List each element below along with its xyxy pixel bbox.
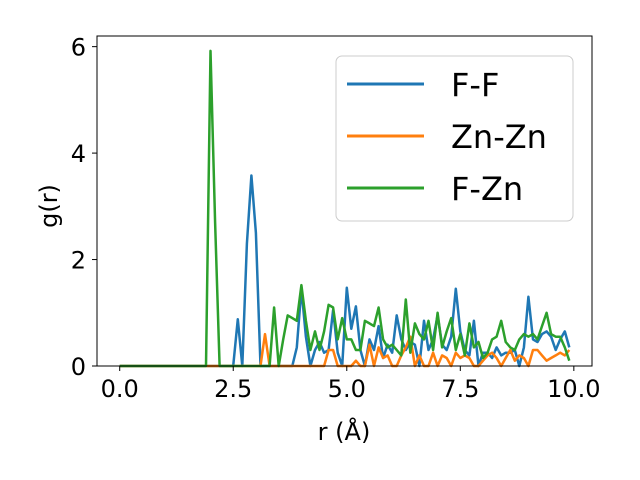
x-tick-label: 2.5 (214, 375, 252, 403)
y-tick-label: 6 (71, 34, 86, 62)
x-tick-label: 10.0 (547, 375, 600, 403)
x-tick-label: 0.0 (101, 375, 139, 403)
legend: F-F Zn-Zn F-Zn (335, 55, 574, 222)
y-tick-label: 4 (71, 140, 86, 168)
legend-box (335, 55, 574, 222)
series-line-f-zn (119, 49, 571, 368)
y-tick-label: 0 (71, 353, 86, 381)
x-axis-label: r (Å) (318, 417, 371, 446)
legend-label-znzn: Zn-Zn (451, 118, 547, 156)
axes: 0.0 2.5 5.0 7.5 10.0 0 2 4 6 (71, 34, 601, 403)
x-tick-label: 7.5 (441, 375, 479, 403)
x-tick-label: 5.0 (328, 375, 366, 403)
plot-frame (96, 35, 593, 367)
y-tick-label: 2 (71, 247, 86, 275)
y-axis-label: g(r) (35, 184, 63, 228)
legend-label-ff: F-F (451, 66, 499, 104)
legend-label-fzn: F-Zn (451, 170, 523, 208)
